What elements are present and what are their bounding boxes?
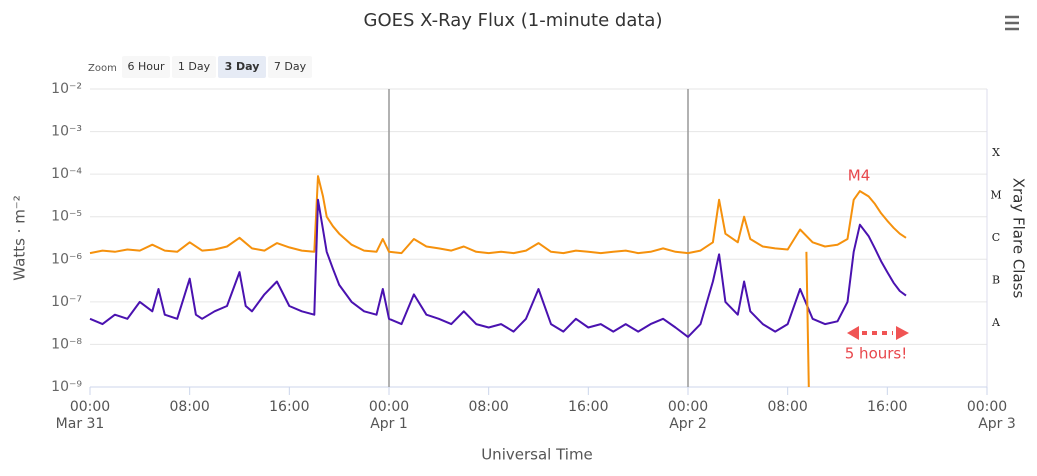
x-tick-label: 16:00 <box>568 399 608 415</box>
zoom-button-bg <box>268 56 312 78</box>
zoom-button[interactable]: 7 Day <box>268 56 312 78</box>
class-label: B <box>992 274 1000 287</box>
x-tick-label: 08:00 <box>767 399 807 415</box>
x-axis-label: Universal Time <box>481 446 593 464</box>
y-tick-label: 10⁻⁶ <box>51 251 82 267</box>
class-label: M <box>990 188 1001 201</box>
zoom-button-bg <box>218 56 266 78</box>
x-date-label: Mar 31 <box>56 416 105 432</box>
y2-axis-label: Xray Flare Class <box>1010 178 1028 299</box>
x-tick-label: 00:00 <box>668 399 708 415</box>
x-date-label: Apr 2 <box>669 416 707 432</box>
zoom-button[interactable]: 3 Day <box>218 56 266 78</box>
zoom-button[interactable]: 1 Day <box>172 56 216 78</box>
zoom-button-label: 7 Day <box>274 60 307 73</box>
x-tick-label: 08:00 <box>169 399 209 415</box>
y-tick-label: 10⁻⁷ <box>51 294 82 310</box>
y-tick-label: 10⁻³ <box>51 124 82 140</box>
x-tick-label: 08:00 <box>468 399 508 415</box>
zoom-button-label: 1 Day <box>178 60 211 73</box>
y-tick-label: 10⁻² <box>51 81 82 97</box>
class-label: X <box>992 146 1000 159</box>
y-tick-label: 10⁻⁹ <box>51 379 82 395</box>
y-tick-label: 10⁻⁴ <box>51 166 82 182</box>
zoom-button[interactable]: 6 Hour <box>122 56 170 78</box>
x-tick-label: 16:00 <box>269 399 309 415</box>
x-tick-label: 00:00 <box>967 399 1007 415</box>
zoom-button-bg <box>122 56 170 78</box>
y-tick-label: 10⁻⁵ <box>51 209 82 225</box>
y-tick-label: 10⁻⁸ <box>51 336 82 352</box>
series-line <box>805 251 810 388</box>
menu-button[interactable] <box>1000 12 1024 34</box>
annotation: 5 hours! <box>845 345 908 363</box>
chart-title: GOES X-Ray Flux (1-minute data) <box>364 10 663 31</box>
zoom-button-bg <box>172 56 216 78</box>
zoom-button-label: 3 Day <box>225 60 260 73</box>
y-axis-label: Watts · m⁻² <box>11 195 29 281</box>
zoom-button-label: 6 Hour <box>128 60 165 73</box>
series-line <box>89 198 907 338</box>
zoom-label: Zoom <box>88 63 117 74</box>
x-date-label: Apr 3 <box>978 416 1016 432</box>
x-tick-label: 00:00 <box>70 399 110 415</box>
annotation: M4 <box>848 167 871 185</box>
class-label: C <box>992 231 1000 244</box>
x-date-label: Apr 1 <box>370 416 408 432</box>
arrow <box>847 326 909 340</box>
series-line <box>89 175 907 255</box>
class-label: A <box>991 316 1001 329</box>
x-tick-label: 00:00 <box>369 399 409 415</box>
x-tick-label: 16:00 <box>867 399 907 415</box>
